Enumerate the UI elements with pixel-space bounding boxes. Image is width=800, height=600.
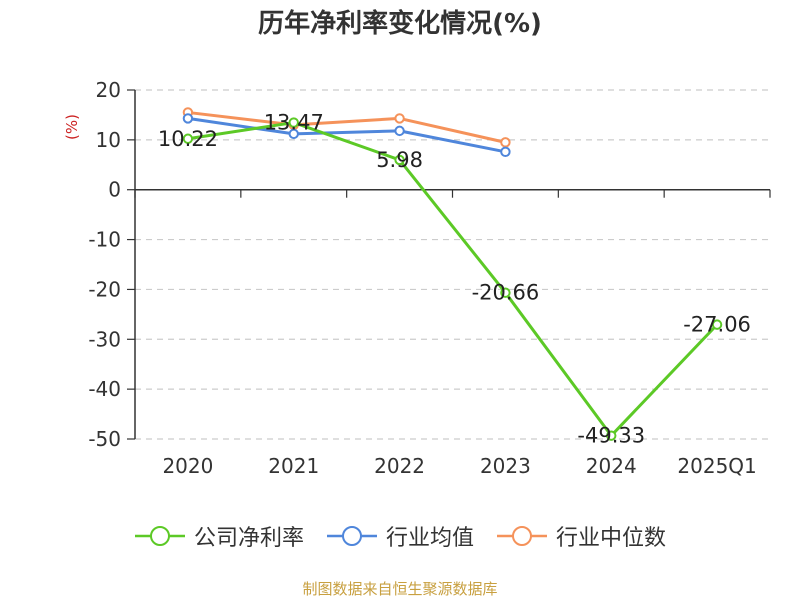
legend-line-icon (497, 526, 547, 546)
series-layer (182, 107, 723, 441)
grid-layer (135, 89, 770, 440)
data-point (394, 125, 405, 137)
data-point (394, 154, 405, 166)
legend-label: 行业中位数 (556, 526, 667, 551)
data-label: -49.33 (577, 424, 645, 448)
y-axis-label: (%) (63, 114, 81, 140)
legend-marker (341, 526, 362, 546)
data-point (394, 113, 405, 124)
data-point (500, 287, 511, 298)
legend-item[interactable]: 行业中位数 (496, 520, 666, 552)
data-point (711, 319, 723, 330)
x-tick-label: 2021 (268, 454, 319, 478)
legend-marker (512, 526, 532, 546)
x-tick-label: 2022 (374, 454, 425, 478)
y-tick-label: -10 (88, 228, 121, 252)
data-point (288, 117, 299, 128)
series-line (187, 116, 506, 154)
y-tick-label: 20 (96, 78, 121, 102)
series-line (187, 121, 719, 438)
x-tick-label: 2023 (480, 454, 531, 478)
data-point (182, 133, 194, 144)
x-tick-label: 2025Q1 (677, 454, 756, 478)
data-label: 13.47 (264, 111, 324, 135)
y-tick-label: -40 (88, 377, 121, 401)
data-point (182, 113, 194, 124)
x-tick-label: 2024 (586, 454, 637, 478)
source-note: 制图数据来自恒生聚源数据库 (302, 580, 498, 598)
legend-line-icon (326, 526, 377, 546)
data-label: -20.66 (472, 281, 540, 305)
data-label: -27.06 (683, 313, 751, 337)
chart-title: 历年净利率变化情况(%) (258, 9, 542, 39)
y-tick-label: -30 (88, 327, 121, 351)
y-tick-label: 10 (96, 128, 121, 152)
axis-layer: 20 10 0 -10 -20 -30 -40 -50 2020 2021 2022 2023 2024… (88, 78, 771, 478)
y-tick-label: -20 (88, 277, 121, 301)
data-point (606, 430, 617, 441)
data-point (500, 137, 511, 148)
legend-line-icon (134, 526, 185, 546)
label-layer: 10.22 13.47 5.98 -20.66 -49.33 -27.06 (158, 111, 751, 448)
legend-label: 行业均值 (385, 526, 474, 551)
data-point (500, 146, 511, 158)
y-tick-label: 0 (108, 178, 121, 202)
data-label: 10.22 (158, 127, 218, 151)
legend-item[interactable]: 公司净利率 (134, 520, 304, 552)
x-tick-label: 2020 (162, 454, 213, 478)
legend-item[interactable]: 行业均值 (326, 520, 474, 552)
legend-label: 公司净利率 (193, 526, 304, 551)
series-line (187, 110, 506, 144)
legend: 公司净利率 行业均值 行业中位数 (0, 520, 800, 552)
data-point (288, 128, 299, 140)
y-tick-label: -50 (88, 427, 121, 451)
data-label: 5.98 (376, 148, 423, 172)
legend-marker (149, 526, 170, 546)
